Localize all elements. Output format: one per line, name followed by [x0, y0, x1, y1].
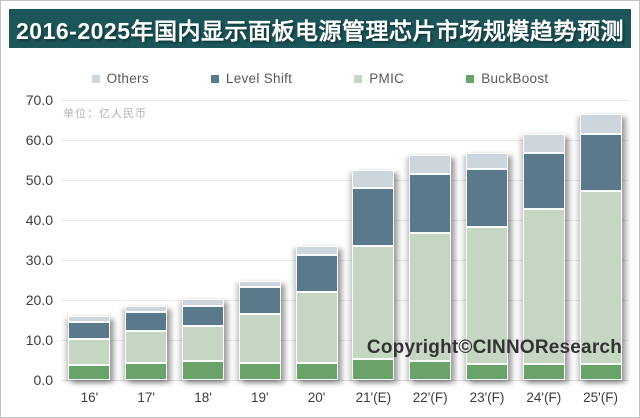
stacked-bar — [579, 114, 622, 380]
gridline — [61, 100, 629, 101]
bar-segment-others — [522, 134, 565, 153]
y-axis-tick-label: 20.0 — [25, 292, 53, 308]
bar-segment-buckboost — [295, 362, 338, 380]
legend-swatch-icon — [91, 74, 100, 83]
stacked-bar — [125, 306, 168, 380]
bar-segment-pmic — [182, 325, 224, 361]
legend-item: BuckBoost — [466, 71, 548, 86]
stacked-bar — [522, 134, 565, 380]
bar-segment-level-shift — [409, 173, 452, 233]
bar-segment-pmic — [295, 291, 338, 363]
stacked-bar — [409, 155, 452, 380]
bar-segment-buckboost — [182, 360, 224, 380]
legend-label: BuckBoost — [481, 71, 549, 86]
unit-label: 单位：亿人民币 — [63, 108, 147, 120]
bar-segment-others — [466, 152, 508, 170]
bar-segment-level-shift — [466, 169, 508, 227]
x-axis-tick-label: 19' — [250, 390, 269, 405]
bar-segment-buckboost — [352, 359, 395, 380]
y-axis-tick-label: 10.0 — [25, 332, 53, 348]
x-axis-tick-label: 20' — [307, 390, 326, 405]
y-axis-tick-label: 60.0 — [25, 132, 53, 148]
bar-segment-pmic — [466, 226, 508, 365]
legend-item: Level Shift — [210, 71, 293, 86]
bar-segment-others — [409, 155, 452, 174]
x-axis-tick-label: 25'(F) — [583, 390, 618, 405]
legend-swatch-icon — [466, 74, 475, 83]
bar-segment-level-shift — [522, 152, 565, 210]
x-axis-tick-label: 22'(F) — [412, 390, 448, 405]
y-axis-tick-label: 50.0 — [25, 172, 53, 188]
bar-segment-pmic — [522, 209, 565, 365]
legend-swatch-icon — [354, 74, 363, 83]
x-axis-tick-label: 18' — [194, 390, 212, 405]
x-axis-tick-label: 23'(F) — [469, 390, 505, 405]
bar-segment-level-shift — [579, 133, 622, 191]
bar-segment-level-shift — [125, 311, 168, 332]
page-title: 2016-2025年国内显示面板电源管理芯片市场规模趋势预测 — [16, 17, 624, 44]
y-axis-tick-label: 0.0 — [33, 372, 53, 388]
copyright-watermark: Copyright©CINNOResearch — [366, 337, 622, 358]
bar-segment-level-shift — [182, 305, 224, 326]
gridline — [61, 340, 629, 341]
stacked-bar — [295, 246, 338, 380]
bar-segment-buckboost — [68, 364, 111, 380]
x-axis-tick-label: 17' — [137, 390, 155, 405]
chart-legend: Others Level Shift PMIC BuckBoost — [1, 71, 639, 86]
bar-segment-pmic — [352, 245, 395, 360]
bar-segment-level-shift — [295, 254, 338, 292]
legend-swatch-icon — [210, 74, 219, 83]
gridline — [61, 180, 629, 181]
bar-segment-buckboost — [579, 364, 622, 380]
bar-segment-others — [295, 246, 338, 255]
bar-segment-others — [579, 114, 622, 134]
y-axis-tick-label: 40.0 — [25, 212, 53, 228]
bar-segment-others — [68, 316, 111, 322]
bar-segment-buckboost — [125, 362, 168, 380]
stacked-bar — [182, 299, 224, 380]
gridline — [61, 220, 629, 221]
bar-segment-buckboost — [409, 360, 452, 380]
legend-label: Level Shift — [225, 71, 293, 86]
y-axis-tick-label: 30.0 — [25, 252, 53, 268]
bar-segment-buckboost — [238, 362, 281, 380]
bar-segment-buckboost — [522, 364, 565, 380]
title-banner: 2016-2025年国内显示面板电源管理芯片市场规模趋势预测 — [9, 9, 631, 48]
stacked-bar — [238, 280, 281, 380]
gridline — [61, 260, 629, 261]
bar-segment-pmic — [125, 331, 168, 363]
legend-item: Others — [91, 71, 149, 86]
y-axis-tick-label: 70.0 — [25, 92, 53, 108]
legend-label: Others — [106, 71, 149, 86]
bar-segment-pmic — [409, 232, 452, 361]
bar-segment-pmic — [579, 190, 622, 365]
gridline — [61, 140, 629, 141]
legend-label: PMIC — [369, 71, 405, 86]
gridline — [61, 300, 629, 301]
stacked-bar — [352, 170, 395, 380]
stacked-bar — [68, 316, 111, 380]
bar-segment-level-shift — [238, 286, 281, 314]
bar-segment-pmic — [68, 338, 111, 365]
bar-segment-others — [182, 299, 224, 306]
bar-segment-level-shift — [352, 188, 395, 246]
x-axis-tick-label: 24'(F) — [526, 390, 562, 405]
x-axis-tick-label: 21'(E) — [355, 390, 392, 405]
bar-segment-pmic — [238, 313, 281, 363]
bar-segment-others — [352, 170, 395, 189]
bar-segment-level-shift — [68, 322, 111, 339]
bar-segment-others — [238, 280, 281, 287]
bar-segment-buckboost — [466, 364, 508, 380]
x-axis-tick-label: 16' — [80, 390, 99, 405]
stacked-bar — [466, 152, 508, 380]
bar-segment-others — [125, 306, 168, 312]
legend-item: PMIC — [354, 71, 404, 86]
gridline — [61, 380, 629, 381]
